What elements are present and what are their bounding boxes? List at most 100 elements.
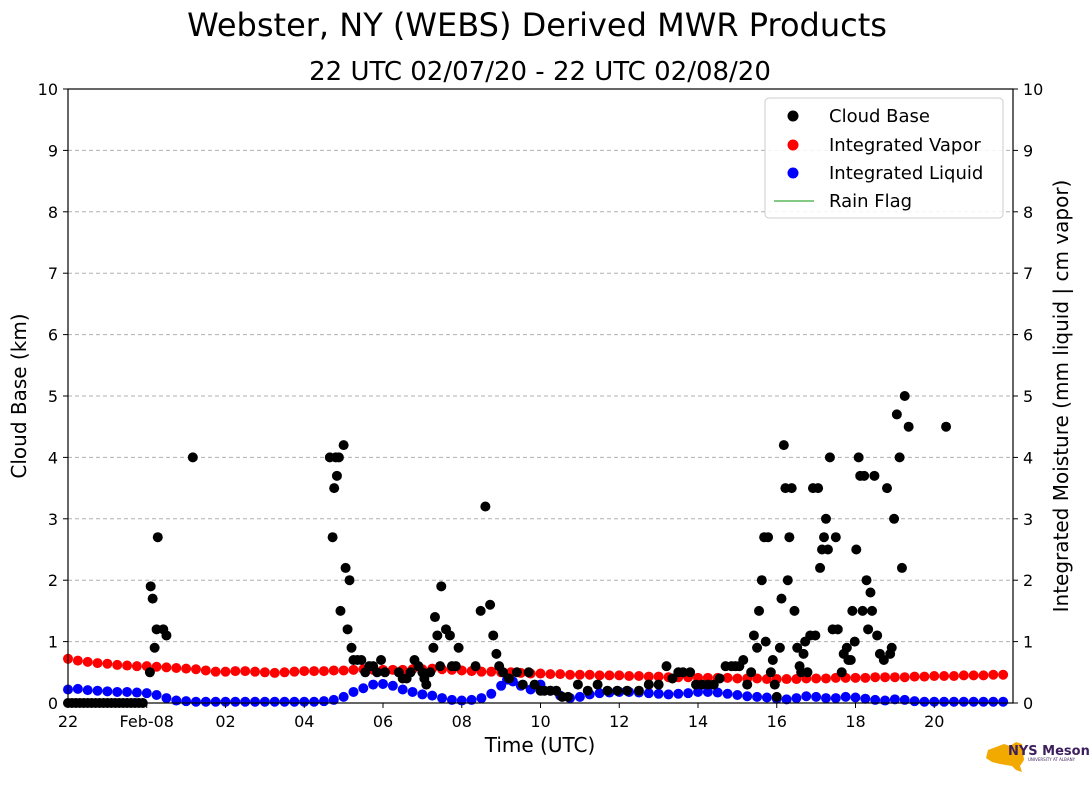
data-point <box>653 688 664 699</box>
data-point <box>778 440 789 451</box>
y-tick-label: 7 <box>48 264 58 283</box>
data-point <box>240 696 251 707</box>
series-integrated-vapor <box>63 653 1009 685</box>
y-right-tick-label: 6 <box>1023 326 1033 345</box>
data-point <box>811 673 822 684</box>
new-york-state-icon <box>986 742 1024 772</box>
data-point <box>594 670 605 681</box>
y-right-tick-label: 9 <box>1023 141 1033 160</box>
data-point <box>450 661 461 672</box>
data-point <box>894 452 905 463</box>
data-point <box>978 696 989 707</box>
data-point <box>378 678 388 689</box>
chart-subtitle: 22 UTC 02/07/20 - 22 UTC 02/08/20 <box>309 57 771 87</box>
data-point <box>738 655 749 666</box>
data-point <box>190 664 201 675</box>
data-point <box>220 666 231 677</box>
data-point <box>432 630 443 641</box>
data-point <box>437 693 448 704</box>
data-point <box>929 696 940 707</box>
data-point <box>860 672 871 683</box>
data-point <box>161 693 172 704</box>
legend-label-integrated-vapor: Integrated Vapor <box>829 135 981 156</box>
data-point <box>92 685 103 696</box>
data-point <box>72 683 83 694</box>
data-point <box>485 599 496 610</box>
data-point <box>535 668 546 679</box>
data-point <box>643 688 654 699</box>
legend-marker-cloud-base <box>787 110 799 122</box>
data-point <box>860 693 871 704</box>
data-point <box>633 685 644 696</box>
data-point <box>344 575 355 586</box>
data-point <box>767 655 778 666</box>
data-point <box>572 679 583 690</box>
data-point <box>151 690 162 701</box>
chart-title: Webster, NY (WEBS) Derived MWR Products <box>187 6 887 44</box>
data-point <box>279 667 290 678</box>
data-point <box>870 672 881 683</box>
data-point <box>563 691 574 702</box>
data-point <box>338 691 349 702</box>
x-tick-label: 12 <box>609 712 629 731</box>
data-point <box>850 672 861 683</box>
data-point <box>909 671 920 682</box>
data-point <box>387 680 398 691</box>
data-point <box>190 696 201 707</box>
data-point <box>763 532 774 543</box>
data-point <box>847 605 858 616</box>
data-point <box>338 440 349 451</box>
data-point <box>161 662 172 673</box>
data-point <box>333 452 344 463</box>
data-point <box>289 666 300 677</box>
data-point <box>899 391 910 401</box>
data-point <box>574 691 585 702</box>
y-tick-label: 6 <box>48 326 58 345</box>
legend-label-integrated-liquid: Integrated Liquid <box>829 163 983 184</box>
data-point <box>131 687 142 698</box>
data-point <box>886 642 897 653</box>
data-point <box>220 696 231 707</box>
data-point <box>122 660 133 671</box>
data-point <box>331 470 342 481</box>
data-point <box>732 690 743 701</box>
series-integrated-liquid <box>63 674 1009 707</box>
data-point <box>82 656 93 667</box>
data-point <box>988 696 999 707</box>
data-point <box>250 696 261 707</box>
data-point <box>504 673 514 684</box>
data-point <box>259 667 270 678</box>
data-point <box>857 605 868 616</box>
y-right-tick-label: 10 <box>1023 80 1043 99</box>
data-point <box>869 470 880 481</box>
data-point <box>299 666 310 677</box>
data-point <box>784 532 795 543</box>
data-point <box>633 670 644 681</box>
x-tick-label: 18 <box>845 712 865 731</box>
y-right-tick-label: 8 <box>1023 203 1033 222</box>
data-point <box>279 696 290 707</box>
data-point <box>673 688 684 699</box>
data-point <box>584 669 595 680</box>
data-point <box>405 667 416 678</box>
data-point <box>112 686 123 697</box>
data-point <box>988 669 999 680</box>
data-point <box>754 605 765 616</box>
data-point <box>309 696 320 707</box>
data-point <box>436 581 447 592</box>
series-layer <box>63 391 1009 708</box>
x-axis-label: Time (UTC) <box>484 733 596 757</box>
data-point <box>782 575 793 586</box>
data-point <box>335 605 346 616</box>
data-point <box>340 562 351 573</box>
data-point <box>653 671 664 682</box>
data-point <box>903 421 914 432</box>
y-right-tick-label: 5 <box>1023 387 1033 406</box>
data-point <box>836 667 847 678</box>
data-point <box>428 642 439 653</box>
data-point <box>210 666 221 677</box>
data-point <box>200 665 211 676</box>
y-right-tick-label: 7 <box>1023 264 1033 283</box>
data-point <box>861 575 872 586</box>
